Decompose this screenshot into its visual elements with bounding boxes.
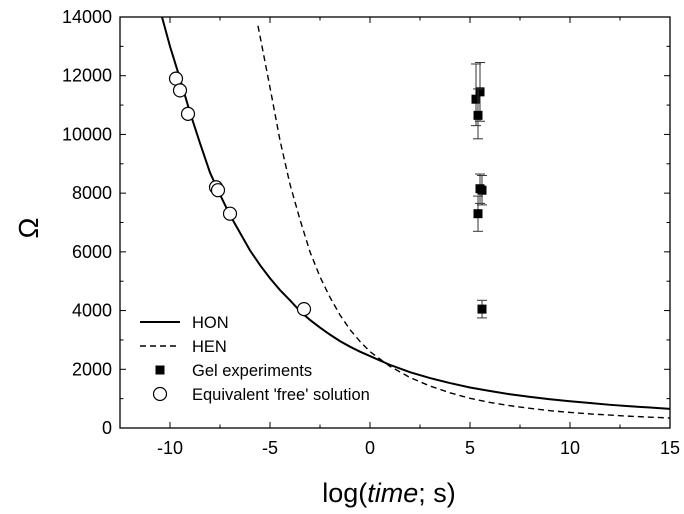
- legend-label: HEN: [192, 338, 227, 356]
- gel-experiments-point: [471, 94, 481, 104]
- gel-experiments-point: [473, 209, 483, 219]
- axes-layer: -10 -5 0 5 10 15 0 2000 4000 6000 8000 10000 12000 14…: [13, 7, 680, 508]
- series-layer: [161, 17, 670, 419]
- equivalent-free-solution-point: [210, 183, 226, 198]
- x-tick-label: -5: [262, 438, 278, 458]
- legend-swatch-circle: [152, 386, 168, 402]
- legend-item: Gel experiments: [155, 362, 312, 380]
- legend-label: Equivalent 'free' solution: [192, 386, 370, 404]
- y-tick-label: 12000: [62, 66, 112, 86]
- x-axis-title-prefix: log(: [322, 478, 367, 508]
- legend-label: HON: [192, 314, 229, 332]
- x-tick-label: 10: [560, 438, 580, 458]
- x-axis-title: log(time; s): [322, 478, 456, 508]
- equivalent-free-solution-point: [222, 206, 238, 221]
- legend-swatch-square: [155, 365, 165, 375]
- legend-item: HON: [140, 314, 229, 332]
- legend-item: Equivalent 'free' solution: [152, 386, 370, 404]
- gel-experiments-point: [473, 110, 483, 120]
- equivalent-free-solution-point: [296, 302, 312, 317]
- series-line-hen: [257, 25, 670, 419]
- equivalent-free-solution-point: [168, 71, 184, 86]
- y-tick-label: 8000: [72, 183, 112, 203]
- x-tick-label: 5: [465, 438, 475, 458]
- legend-label: Gel experiments: [192, 362, 312, 380]
- y-axis-title: Ω: [13, 218, 44, 239]
- gel-experiments-point: [475, 87, 485, 97]
- legend: HON HEN Gel experiments Equivalent 'free' s…: [140, 314, 370, 404]
- x-tick-label: 15: [660, 438, 680, 458]
- y-tick-label: 4000: [72, 301, 112, 321]
- equivalent-free-solution-point: [180, 106, 196, 121]
- gel-experiments-point: [475, 184, 485, 194]
- equivalent-free-solution-point: [172, 83, 188, 98]
- y-tick-label: 10000: [62, 124, 112, 144]
- x-tick-label: 0: [365, 438, 375, 458]
- legend-item: HEN: [140, 338, 227, 356]
- x-axis-title-italic: time: [367, 478, 418, 508]
- x-axis-title-suffix: ; s): [418, 478, 456, 508]
- y-tick-label: 14000: [62, 7, 112, 27]
- y-tick-label: 2000: [72, 359, 112, 379]
- x-tick-label: -10: [157, 438, 183, 458]
- series-line-hon: [161, 17, 670, 410]
- gel-experiments-point: [477, 304, 487, 314]
- y-tick-label: 0: [102, 418, 112, 438]
- y-tick-label: 6000: [72, 242, 112, 262]
